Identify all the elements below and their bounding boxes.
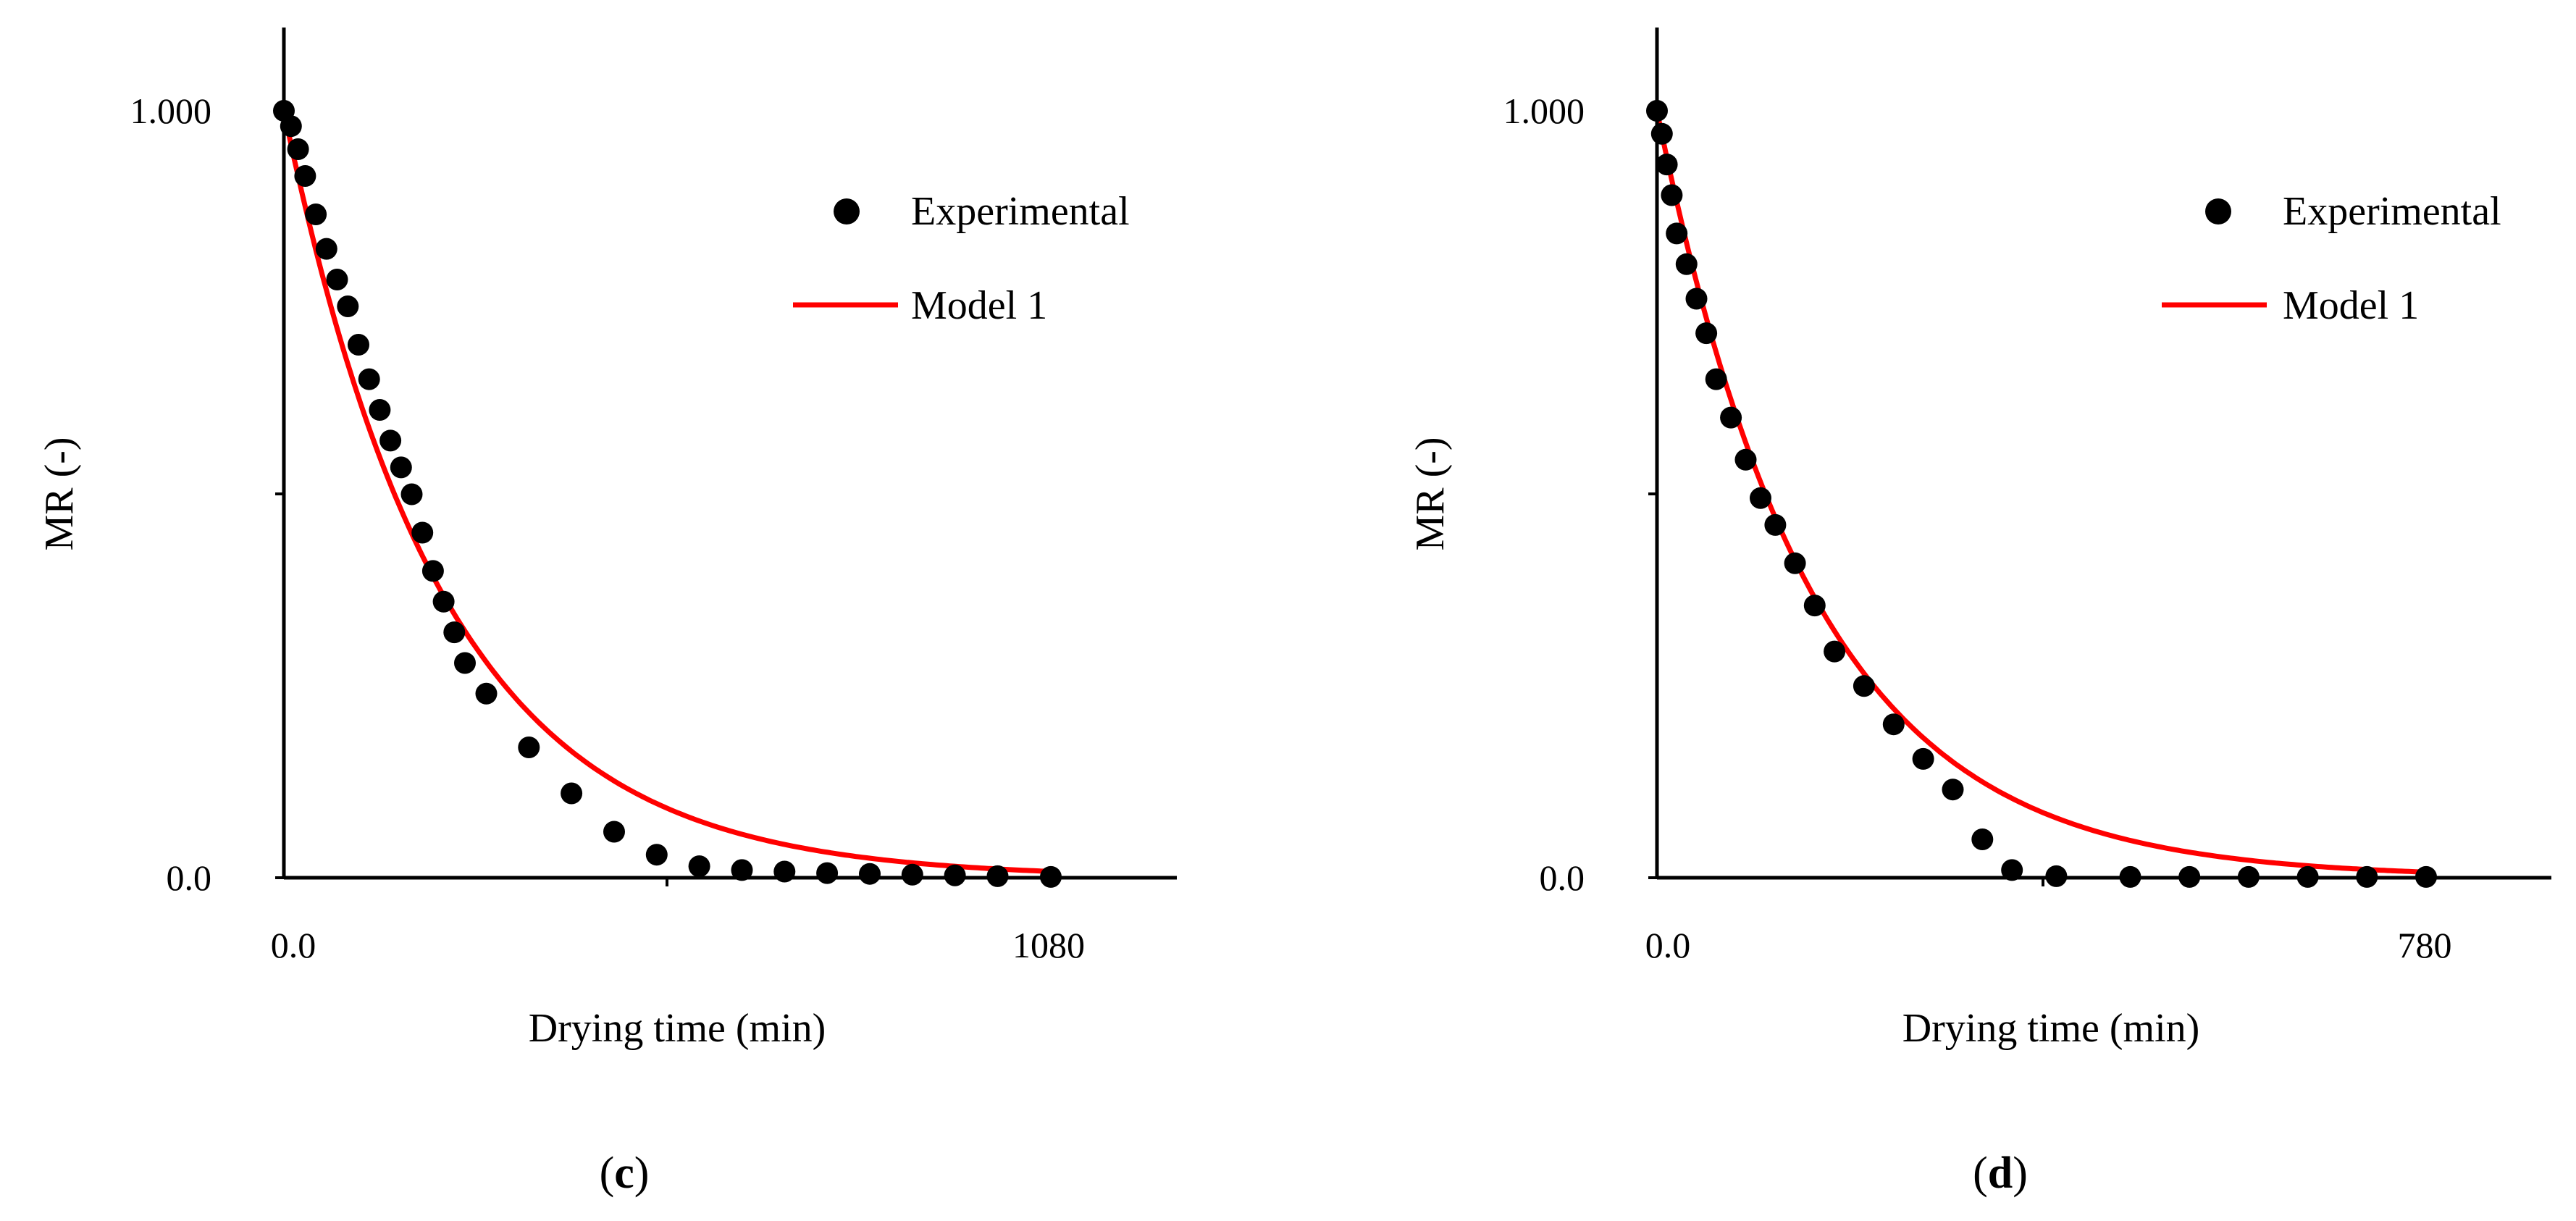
data-point xyxy=(369,399,391,421)
data-point xyxy=(390,456,412,479)
data-point xyxy=(305,204,327,225)
data-point xyxy=(1734,448,1757,471)
data-point xyxy=(518,737,540,758)
legend: Experimental Model 1 xyxy=(793,189,1130,328)
data-point xyxy=(1942,779,1964,801)
data-point xyxy=(1656,154,1678,176)
data-point xyxy=(1764,513,1787,536)
data-point xyxy=(287,138,309,160)
data-point xyxy=(1882,713,1905,736)
legend: Experimental Model 1 xyxy=(2162,189,2501,328)
chart-panel-d: 1.000 0.0 0.0 780 Drying time (min) MR (… xyxy=(1408,28,2551,1198)
data-point xyxy=(1705,368,1727,390)
y-tick-label-bottom: 0.0 xyxy=(167,857,212,898)
data-point xyxy=(348,334,369,356)
model-curve xyxy=(1654,110,2427,875)
data-point xyxy=(326,269,348,290)
x-tick-label-end: 1080 xyxy=(1012,925,1085,965)
y-tick-label-bottom: 0.0 xyxy=(1540,857,1585,898)
data-point xyxy=(421,560,444,582)
data-point xyxy=(1666,222,1688,245)
x-tick-label-start: 0.0 xyxy=(1645,925,1691,965)
data-point xyxy=(731,859,753,881)
data-point xyxy=(1853,675,1875,697)
data-point xyxy=(337,295,359,317)
data-point xyxy=(1650,122,1673,145)
legend-marker-experimental xyxy=(2205,198,2231,225)
y-axis-title: MR (-) xyxy=(1408,437,1453,550)
data-point xyxy=(1824,640,1846,663)
data-point xyxy=(901,863,923,886)
data-point xyxy=(603,821,625,843)
data-point xyxy=(1720,406,1742,429)
legend-label-model: Model 1 xyxy=(2283,283,2419,328)
x-axis-title: Drying time (min) xyxy=(1902,1006,2200,1051)
panel-letter-d: d xyxy=(1988,1149,2013,1198)
data-point xyxy=(944,864,966,886)
data-point xyxy=(294,165,316,187)
y-tick-label-top: 1.000 xyxy=(130,91,212,131)
data-point xyxy=(1661,184,1683,206)
data-point xyxy=(1784,552,1806,574)
legend-label-experimental: Experimental xyxy=(2283,189,2501,234)
data-point xyxy=(859,863,881,885)
data-point xyxy=(1803,595,1826,617)
data-point xyxy=(379,429,402,452)
plot-area-c xyxy=(273,100,1062,888)
data-point xyxy=(1750,487,1771,509)
legend-label-model: Model 1 xyxy=(911,283,1047,328)
data-point xyxy=(688,855,710,878)
legend-label-experimental: Experimental xyxy=(911,189,1130,234)
data-point xyxy=(1695,322,1718,345)
y-tick-label-top: 1.000 xyxy=(1503,91,1585,131)
panel-label-c: (c) xyxy=(600,1149,650,1198)
y-axis-title: MR (-) xyxy=(37,437,82,550)
data-point xyxy=(400,483,423,505)
data-point xyxy=(645,844,668,866)
data-point xyxy=(561,782,583,805)
plot-area-d xyxy=(1646,100,2437,888)
x-tick-label-end: 780 xyxy=(2398,925,2452,965)
panel-letter-c: c xyxy=(614,1149,634,1198)
data-point xyxy=(1675,253,1698,275)
data-point xyxy=(1912,747,1934,770)
data-point xyxy=(315,238,337,260)
data-point xyxy=(1685,288,1708,310)
x-axis-title: Drying time (min) xyxy=(529,1006,826,1051)
data-point xyxy=(443,621,466,644)
data-point xyxy=(358,368,380,390)
data-point xyxy=(816,862,839,884)
data-point xyxy=(432,590,455,613)
x-tick-label-start: 0.0 xyxy=(271,925,316,965)
data-point xyxy=(2001,859,2023,881)
legend-marker-experimental xyxy=(834,198,860,225)
data-point xyxy=(411,521,434,544)
data-point xyxy=(1971,828,1994,850)
chart-panel-c: 1.000 0.0 0.0 1080 Drying time (min) MR … xyxy=(37,28,1177,1198)
data-point xyxy=(475,682,498,705)
data-point xyxy=(454,652,476,674)
panel-label-d: (d) xyxy=(1973,1149,2028,1198)
